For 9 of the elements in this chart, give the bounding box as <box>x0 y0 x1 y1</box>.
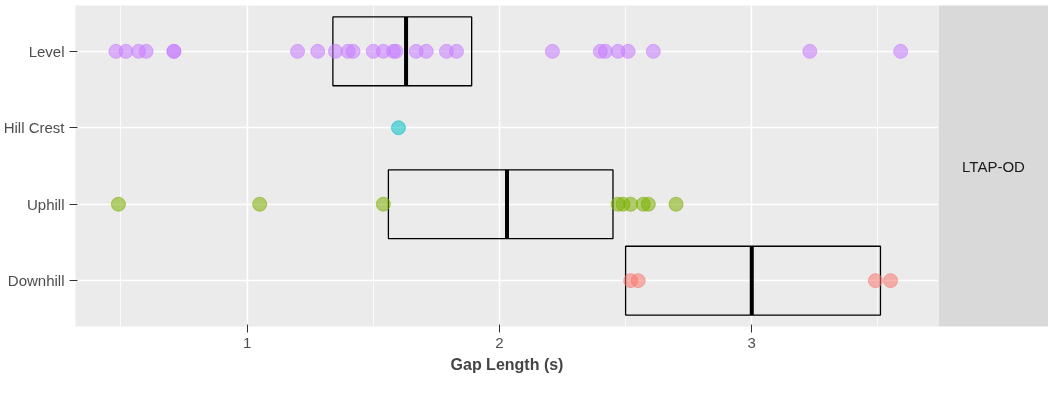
y-tick-label: Hill Crest <box>3 119 66 137</box>
x-tick-label: 2 <box>495 333 504 351</box>
x-axis-title: Gap Length (s) <box>450 355 564 373</box>
y-tick-label: Uphill <box>26 195 65 213</box>
y-tick-label: Level <box>28 42 65 60</box>
x-tick-label: 1 <box>242 333 252 351</box>
y-tick-label: Downhill <box>7 272 65 290</box>
text: LTAP-OD <box>962 157 1026 175</box>
x-tick-label: 3 <box>747 333 756 351</box>
